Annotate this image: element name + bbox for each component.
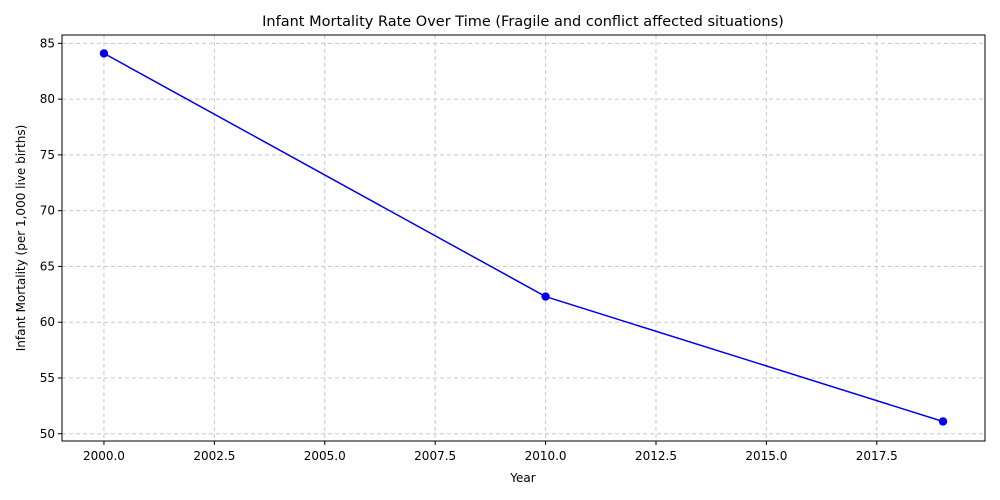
- x-axis-title: Year: [509, 471, 535, 485]
- axis-ticks: 2000.0 2002.5 2005.0 2007.5 2010.0 2012.5 2015…: [40, 36, 898, 463]
- y-tick-label: 85: [40, 36, 55, 50]
- x-tick-label: 2002.5: [193, 449, 235, 463]
- x-tick-label: 2017.5: [856, 449, 898, 463]
- data-point: [938, 417, 948, 426]
- data-point: [99, 49, 109, 58]
- chart-title: Infant Mortality Rate Over Time (Fragile…: [262, 14, 784, 30]
- x-tick-label: 2007.5: [414, 449, 456, 463]
- x-tick-label: 2000.0: [83, 449, 125, 463]
- y-tick-label: 60: [40, 315, 55, 329]
- y-tick-label: 50: [40, 427, 55, 441]
- plot-area-frame: [61, 34, 986, 442]
- y-tick-label: 65: [40, 259, 55, 273]
- y-tick-label: 75: [40, 148, 55, 162]
- grid: [62, 35, 985, 441]
- y-axis-title: Infant Mortality (per 1,000 live births): [14, 125, 28, 352]
- x-tick-label: 2015.0: [745, 449, 787, 463]
- series-line: [103, 52, 944, 423]
- y-tick-label: 55: [40, 371, 55, 385]
- x-tick-label: 2010.0: [525, 449, 567, 463]
- y-tick-label: 80: [40, 92, 55, 106]
- x-tick-label: 2005.0: [304, 449, 346, 463]
- series-layer: [99, 49, 948, 426]
- y-tick-label: 70: [40, 204, 55, 218]
- data-point: [541, 292, 550, 301]
- x-tick-label: 2012.5: [635, 449, 677, 463]
